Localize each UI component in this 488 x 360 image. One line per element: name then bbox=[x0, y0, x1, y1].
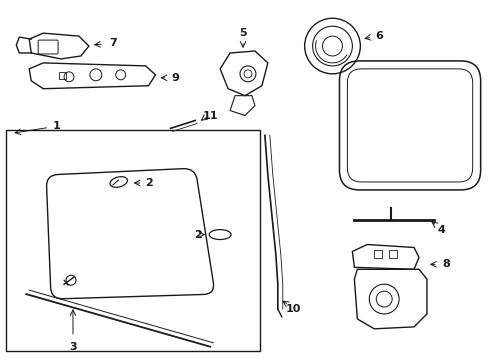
Text: 5: 5 bbox=[239, 28, 246, 38]
Bar bbox=[6, 130, 260, 351]
Text: 6: 6 bbox=[374, 31, 383, 41]
Text: 3: 3 bbox=[69, 342, 77, 352]
Text: 4: 4 bbox=[437, 225, 445, 235]
Text: 7: 7 bbox=[109, 38, 117, 48]
Bar bbox=[59, 72, 66, 79]
Text: 10: 10 bbox=[285, 304, 301, 314]
Text: 2: 2 bbox=[144, 178, 152, 188]
Bar bbox=[373, 251, 382, 258]
Text: 2: 2 bbox=[194, 230, 202, 239]
Text: 8: 8 bbox=[441, 259, 449, 269]
Text: 1: 1 bbox=[52, 121, 60, 131]
Text: 9: 9 bbox=[171, 73, 179, 83]
Text: 11: 11 bbox=[202, 112, 218, 121]
Bar bbox=[388, 251, 396, 258]
